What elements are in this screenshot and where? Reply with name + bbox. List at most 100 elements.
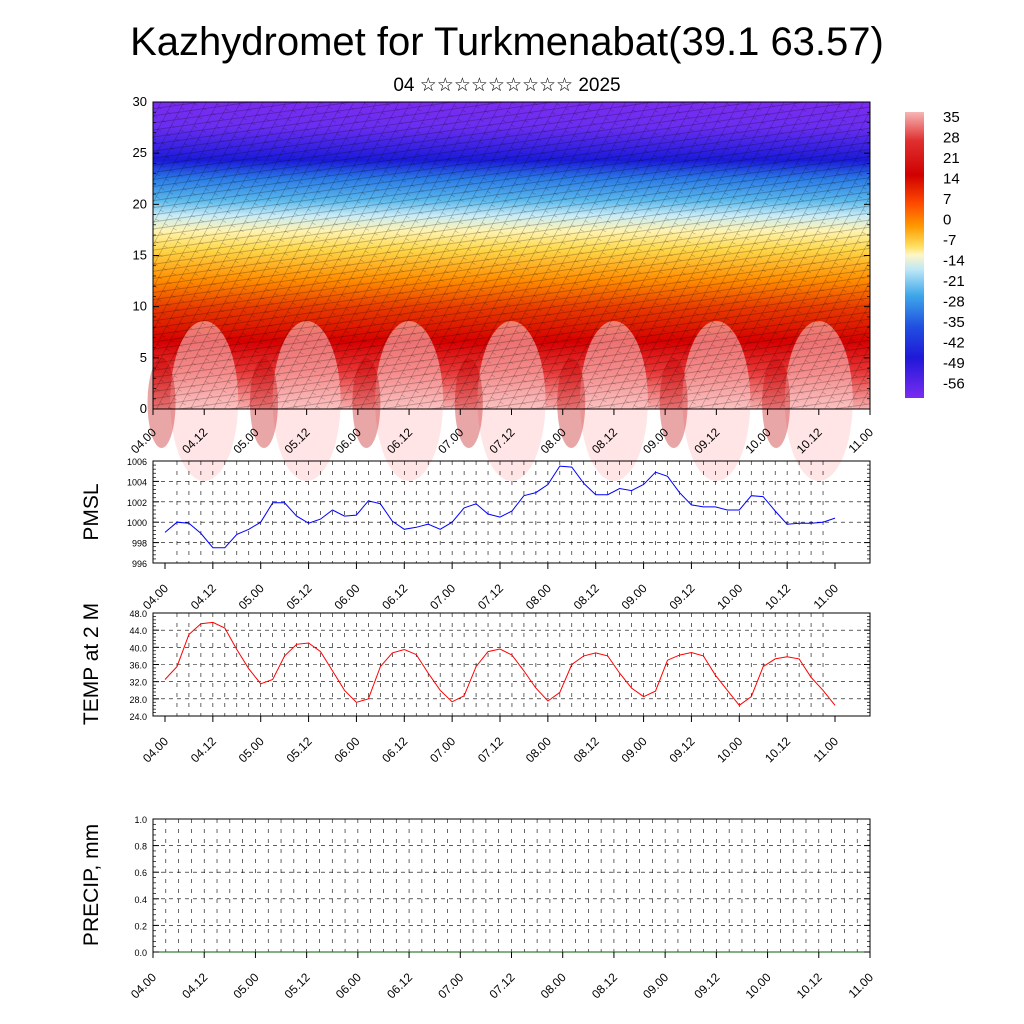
y-tick-label: 1000 bbox=[127, 518, 147, 528]
y-tick-label: 25 bbox=[133, 145, 147, 160]
precip-ylabel: PRECIP, mm bbox=[80, 824, 103, 946]
x-tick-label: 10.12 bbox=[762, 734, 793, 765]
x-tick-label: 06.00 bbox=[331, 734, 362, 765]
x-tick-label: 10.00 bbox=[743, 970, 774, 1001]
wind-barbs-layer-2 bbox=[153, 102, 870, 409]
y-tick-label: 20 bbox=[133, 196, 147, 211]
x-tick-label: 09.12 bbox=[666, 581, 697, 612]
x-tick-label: 05.12 bbox=[284, 581, 315, 612]
precip-x-axis: 04.00 04.12 05.00 05.12 06.00 06.12 07.00 07.12… bbox=[128, 952, 876, 1001]
precip-panel: 0.00.20.40.60.81.0 04.00 04.12 05.00 05.12 0… bbox=[80, 815, 876, 1001]
y-tick-label: 996 bbox=[132, 559, 147, 569]
x-tick-label: 11.00 bbox=[811, 734, 842, 765]
colorbar-label: 21 bbox=[943, 150, 960, 167]
x-tick-label: 04.12 bbox=[179, 970, 210, 1001]
y-tick-label: 40.0 bbox=[129, 643, 147, 653]
colorbar-label: -7 bbox=[943, 232, 956, 249]
y-tick-label: 10 bbox=[133, 299, 147, 314]
y-tick-label: 30 bbox=[133, 94, 147, 109]
y-tick-label: 0 bbox=[140, 401, 147, 416]
x-tick-label: 10.00 bbox=[714, 734, 745, 765]
x-tick-label: 07.00 bbox=[427, 581, 458, 612]
x-tick-label: 09.12 bbox=[691, 970, 722, 1001]
x-tick-label: 06.00 bbox=[331, 581, 362, 612]
x-tick-label: 07.00 bbox=[427, 734, 458, 765]
x-tick-label: 11.00 bbox=[846, 970, 877, 1001]
x-tick-label: 10.12 bbox=[794, 970, 825, 1001]
x-tick-label: 06.12 bbox=[384, 970, 415, 1001]
y-tick-label: 1004 bbox=[127, 477, 147, 487]
colorbar-label: 0 bbox=[943, 212, 951, 229]
y-tick-label: 1006 bbox=[127, 457, 147, 467]
y-tick-label: 0.4 bbox=[134, 895, 147, 905]
x-tick-label: 08.12 bbox=[571, 581, 602, 612]
x-tick-label: 08.00 bbox=[523, 734, 554, 765]
x-tick-label: 08.00 bbox=[538, 970, 569, 1001]
precip-grid bbox=[153, 819, 870, 952]
colorbar-label: -49 bbox=[943, 355, 965, 372]
precip-y-axis: 0.0 0.2 0.4 0.6 0.8 1.0 bbox=[134, 815, 870, 958]
x-tick-label: 05.00 bbox=[236, 581, 267, 612]
x-tick-label: 04.00 bbox=[140, 734, 171, 765]
pmsl-y-axis: 996 998 1000 1002 1004 1006 bbox=[127, 457, 870, 569]
y-tick-label: 32.0 bbox=[129, 678, 147, 688]
x-tick-label: 09.00 bbox=[619, 581, 650, 612]
y-tick-label: 5 bbox=[140, 350, 147, 365]
x-tick-label: 07.12 bbox=[475, 581, 506, 612]
x-tick-label: 09.00 bbox=[619, 734, 650, 765]
x-tick-label: 08.00 bbox=[523, 581, 554, 612]
x-tick-label: 08.12 bbox=[571, 734, 602, 765]
x-tick-label: 11.00 bbox=[811, 581, 842, 612]
colorbar: 35 28 21 14 7 0 -7 -14 -21 -28 -35 -42 -49 -56 bbox=[905, 109, 965, 398]
x-tick-label: 04.00 bbox=[140, 581, 171, 612]
colorbar-label: 7 bbox=[943, 191, 951, 208]
chart-subtitle: 04 ☆☆☆☆☆☆☆☆☆ 2025 bbox=[393, 75, 620, 96]
pmsl-panel: 996 998 1000 1002 1004 1006 04.00 04.12 05.00 05… bbox=[80, 457, 871, 612]
colorbar-label: 35 bbox=[943, 109, 960, 126]
y-tick-label: 48.0 bbox=[129, 609, 147, 619]
x-tick-label: 10.00 bbox=[714, 581, 745, 612]
x-tick-label: 04.12 bbox=[188, 734, 219, 765]
y-tick-label: 998 bbox=[132, 539, 147, 549]
colorbar-label: -28 bbox=[943, 294, 965, 311]
x-tick-label: 06.00 bbox=[333, 970, 364, 1001]
x-tick-label: 04.00 bbox=[128, 970, 159, 1001]
y-tick-label: 1002 bbox=[127, 498, 147, 508]
pmsl-series bbox=[164, 465, 836, 549]
x-tick-label: 04.12 bbox=[188, 581, 219, 612]
colorbar-label: 14 bbox=[943, 171, 960, 188]
y-tick-label: 1.0 bbox=[134, 815, 147, 825]
y-tick-label: 28.0 bbox=[129, 695, 147, 705]
series-line bbox=[164, 621, 836, 706]
temp-grid bbox=[153, 613, 870, 716]
chart-title: Kazhydromet for Turkmenabat(39.1 63.57) bbox=[130, 20, 884, 64]
colorbar-label: -42 bbox=[943, 335, 965, 352]
y-tick-label: 44.0 bbox=[129, 626, 147, 636]
y-tick-label: 0.6 bbox=[134, 868, 147, 878]
temp-x-axis: 04.00 04.12 05.00 05.12 06.00 06.12 07.00 07.12… bbox=[140, 716, 841, 765]
x-tick-label: 06.12 bbox=[379, 581, 410, 612]
colorbar-label: -21 bbox=[943, 273, 965, 290]
colorbar-label: -14 bbox=[943, 253, 965, 270]
x-tick-label: 08.12 bbox=[589, 970, 620, 1001]
y-tick-label: 15 bbox=[133, 248, 147, 263]
y-tick-label: 0.8 bbox=[134, 842, 147, 852]
x-tick-label: 07.12 bbox=[486, 970, 517, 1001]
x-tick-label: 05.12 bbox=[284, 734, 315, 765]
pmsl-ylabel: PMSL bbox=[80, 483, 103, 540]
colorbar-bar bbox=[905, 112, 924, 398]
x-tick-label: 09.00 bbox=[640, 970, 671, 1001]
temp-ylabel: TEMP at 2 M bbox=[80, 603, 103, 725]
series-line bbox=[164, 465, 836, 549]
y-tick-label: 36.0 bbox=[129, 661, 147, 671]
colorbar-label: -56 bbox=[943, 376, 965, 393]
temp-panel: 24.028.032.036.040.044.048.0 04.00 04.12 0… bbox=[80, 603, 871, 765]
x-tick-label: 10.12 bbox=[762, 581, 793, 612]
pmsl-x-axis: 04.00 04.12 05.00 05.12 06.00 06.12 07.00 07.12… bbox=[140, 563, 841, 612]
pmsl-grid bbox=[153, 461, 870, 563]
x-tick-label: 07.12 bbox=[475, 734, 506, 765]
colorbar-labels: 35 28 21 14 7 0 -7 -14 -21 -28 -35 -42 -49 -56 bbox=[943, 109, 965, 393]
y-tick-label: 0.0 bbox=[134, 948, 147, 958]
